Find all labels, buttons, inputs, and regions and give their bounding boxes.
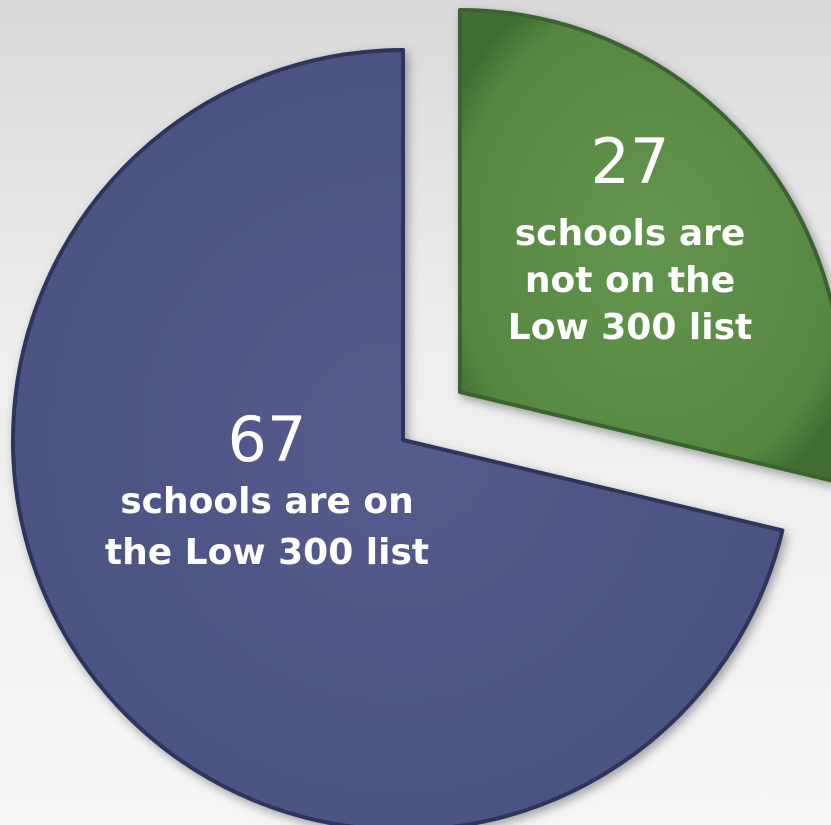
labels-layer: 67 schools are on the Low 300 list 27 school… (105, 125, 752, 573)
slices-layer (11, 8, 831, 825)
slice-not-on-low-300-desc-line: schools are (515, 213, 746, 254)
slice-on-low-300 (11, 48, 785, 825)
slice-on-low-300-desc-line: the Low 300 list (105, 532, 429, 573)
slice-on-low-300-value-label: 67 (228, 403, 307, 476)
slice-not-on-low-300-value-label: 27 (591, 125, 670, 198)
slice-not-on-low-300-desc-line: not on the (525, 260, 735, 301)
slice-not-on-low-300-desc-line: Low 300 list (508, 307, 752, 348)
slice-not-on-low-300 (458, 8, 831, 483)
slice-on-low-300-desc-line: schools are on (120, 481, 414, 522)
